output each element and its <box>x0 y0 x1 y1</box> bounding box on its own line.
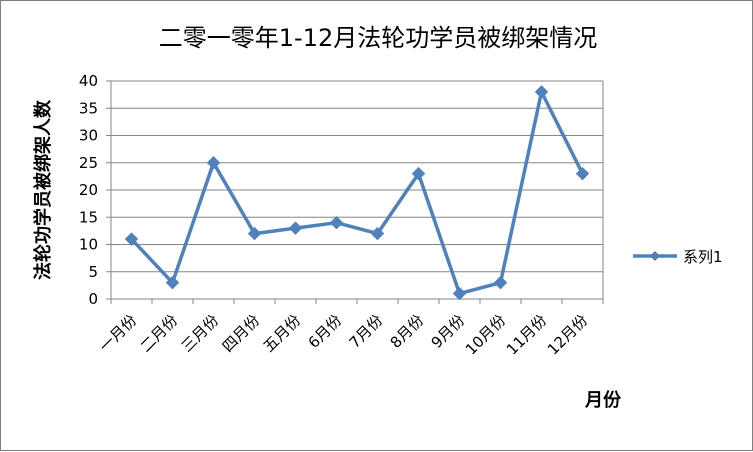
data-point-6 <box>329 215 344 230</box>
x-tick-label-11: 11月份 <box>503 311 550 358</box>
y-tick-label-40: 40 <box>79 72 98 90</box>
gridlines <box>111 80 603 273</box>
data-point-3 <box>206 156 221 170</box>
x-tick-label-2: 二月份 <box>137 311 182 356</box>
legend-label: 系列1 <box>683 248 723 266</box>
y-tick-label-5: 5 <box>88 263 98 281</box>
x-tick-label-8: 8月份 <box>387 311 428 352</box>
x-tick-label-10: 10月份 <box>462 311 509 358</box>
y-tick-label-0: 0 <box>88 290 98 308</box>
y-axis-title: 法轮功学员被绑架人数 <box>32 99 54 280</box>
data-point-2 <box>165 275 180 290</box>
data-point-11 <box>534 85 549 99</box>
y-tick-label-15: 15 <box>79 208 98 226</box>
y-tick-label-30: 30 <box>79 127 98 145</box>
x-tick-label-5: 五月份 <box>260 311 305 356</box>
axes <box>106 80 604 304</box>
data-point-5 <box>288 221 303 235</box>
x-axis-title: 月份 <box>584 389 622 411</box>
y-tick-label-25: 25 <box>79 154 98 172</box>
data-point-8 <box>411 166 426 181</box>
chart-title: 二零一零年1-12月法轮功学员被绑架情况 <box>159 24 597 52</box>
y-tick-label-20: 20 <box>79 181 98 199</box>
data-point-9 <box>452 286 467 301</box>
y-tick-label-10: 10 <box>79 236 98 254</box>
data-point-12 <box>575 166 590 181</box>
series-line-1 <box>130 90 585 296</box>
data-point-4 <box>247 226 262 241</box>
x-tick-label-7: 7月份 <box>346 311 387 352</box>
x-tick-label-4: 四月份 <box>219 311 264 356</box>
x-tick-label-3: 三月份 <box>178 311 223 356</box>
legend-marker <box>650 251 660 261</box>
x-tick-label-6: 6月份 <box>305 311 346 352</box>
data-point-10 <box>493 275 508 290</box>
y-tick-labels: 0 5 10 15 20 25 30 35 40 <box>79 72 98 308</box>
y-tick-label-35: 35 <box>79 99 98 117</box>
series-group <box>124 85 590 301</box>
x-tick-label-12: 12月份 <box>544 311 591 358</box>
data-point-7 <box>370 226 385 241</box>
data-point-1 <box>124 232 139 246</box>
legend: 系列1 <box>633 248 723 266</box>
x-tick-label-1: 一月份 <box>96 311 141 356</box>
